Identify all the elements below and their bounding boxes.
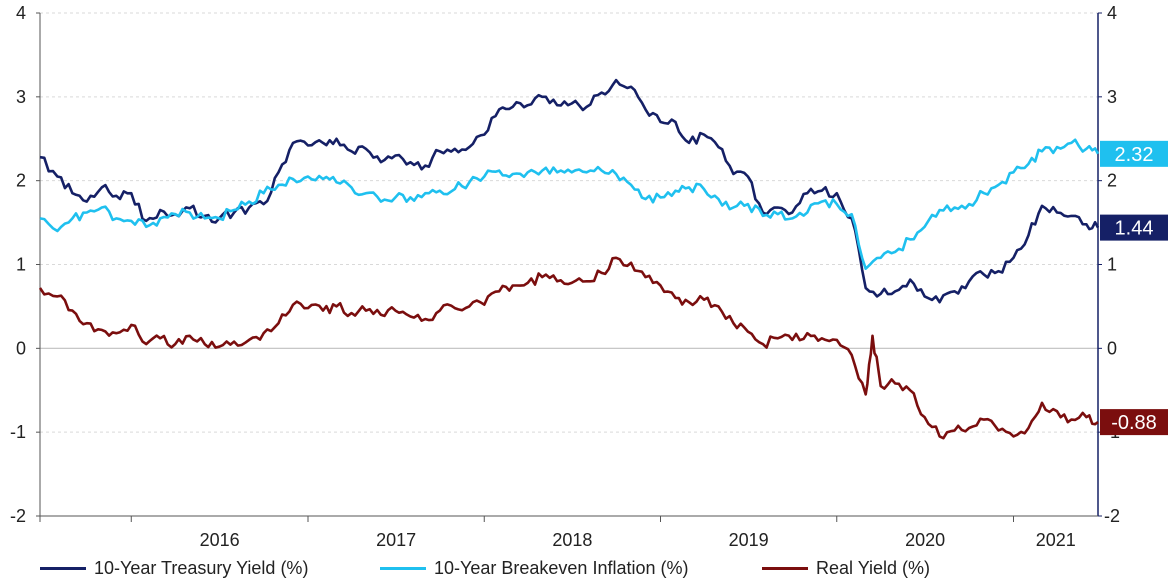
- legend-item-real-yield: Real Yield (%): [762, 558, 930, 579]
- legend-swatch-breakeven: [380, 567, 426, 570]
- x-tick-label: 2017: [376, 530, 416, 550]
- series-line: [39, 138, 1100, 270]
- end-value-label-box: [1100, 214, 1168, 241]
- legend-item-breakeven: 10-Year Breakeven Inflation (%): [380, 558, 688, 579]
- legend-label-treasury: 10-Year Treasury Yield (%): [94, 558, 309, 578]
- end-value-label-box: [1100, 409, 1168, 436]
- x-tick-label: 2019: [729, 530, 769, 550]
- y-tick-label-left: 4: [16, 3, 26, 23]
- end-value-label: -0.88: [1111, 412, 1157, 434]
- value-labels: 1.44 2.32 -0.88: [1100, 140, 1168, 436]
- series-line: [39, 78, 1100, 304]
- axes: -2-101234-2-1012342016201720182019202020…: [10, 3, 1120, 550]
- y-tick-label-left: 0: [16, 338, 26, 358]
- legend-label-breakeven: 10-Year Breakeven Inflation (%): [434, 558, 689, 578]
- y-tick-label-left: -2: [10, 506, 26, 526]
- y-tick-label-right: 3: [1107, 87, 1117, 107]
- y-tick-label-left: 3: [16, 87, 26, 107]
- x-tick-label: 2016: [200, 530, 240, 550]
- end-value-label-box: [1100, 140, 1168, 167]
- legend-label-real-yield: Real Yield (%): [816, 558, 931, 578]
- y-tick-label-right: 0: [1107, 338, 1117, 358]
- series-line: [38, 256, 1099, 440]
- legend: 10-Year Treasury Yield (%) 10-Year Break…: [0, 558, 1170, 585]
- end-value-label: 1.44: [1115, 218, 1154, 240]
- y-tick-label-right: -2: [1104, 506, 1120, 526]
- y-tick-label-right: 1: [1107, 255, 1117, 275]
- gridlines: [40, 12, 1098, 433]
- legend-swatch-real-yield: [762, 567, 808, 570]
- y-tick-label-right: 2: [1107, 171, 1117, 191]
- y-tick-label-left: 2: [16, 171, 26, 191]
- legend-swatch-treasury: [40, 567, 86, 570]
- series-lines: [38, 78, 1100, 440]
- x-tick-label: 2021: [1036, 530, 1076, 550]
- y-tick-label-left: 1: [16, 255, 26, 275]
- legend-item-treasury: 10-Year Treasury Yield (%): [40, 558, 308, 579]
- x-tick-label: 2020: [905, 530, 945, 550]
- x-tick-label: 2018: [552, 530, 592, 550]
- end-value-label: 2.32: [1115, 144, 1154, 166]
- y-tick-label-right: 4: [1107, 3, 1117, 23]
- y-tick-label-left: -1: [10, 422, 26, 442]
- line-chart: -2-101234-2-1012342016201720182019202020…: [10, 3, 1168, 550]
